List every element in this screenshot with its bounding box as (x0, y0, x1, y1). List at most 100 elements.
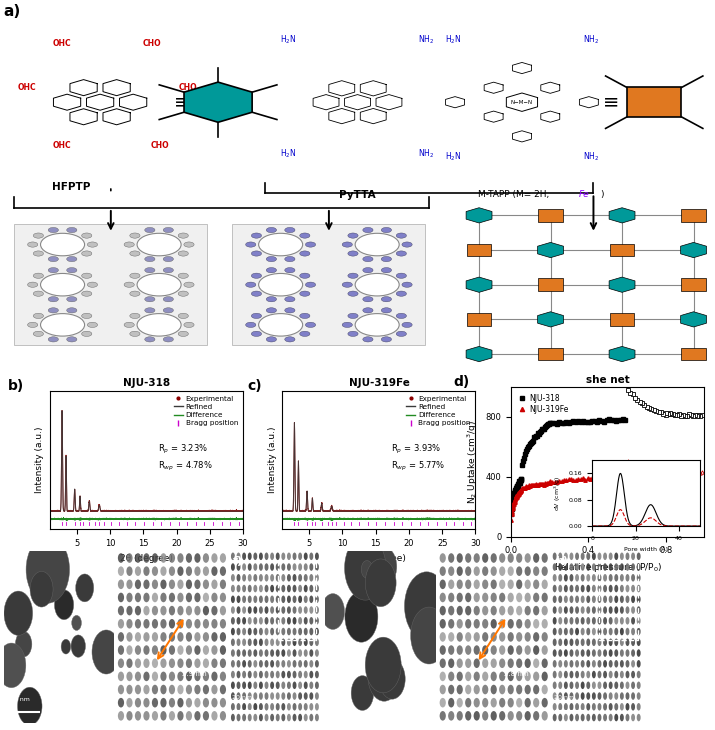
Circle shape (118, 698, 124, 707)
Circle shape (282, 553, 285, 560)
Text: OHC: OHC (17, 83, 36, 92)
Circle shape (457, 632, 463, 642)
Circle shape (508, 619, 514, 629)
Circle shape (135, 632, 141, 642)
NJU-319Fe (576, 474, 585, 483)
Circle shape (152, 553, 158, 563)
Circle shape (440, 593, 446, 602)
Circle shape (282, 692, 285, 700)
Circle shape (220, 632, 226, 642)
Circle shape (127, 593, 132, 602)
Circle shape (348, 291, 358, 296)
Circle shape (242, 692, 246, 700)
Circle shape (533, 698, 539, 707)
Circle shape (66, 256, 77, 261)
Circle shape (292, 660, 297, 667)
Circle shape (363, 228, 373, 233)
Circle shape (620, 639, 623, 646)
Text: NH$_2$: NH$_2$ (583, 34, 599, 47)
Circle shape (246, 322, 256, 328)
Circle shape (276, 628, 280, 635)
Circle shape (626, 639, 629, 646)
Text: h): h) (555, 556, 568, 566)
Circle shape (631, 628, 635, 635)
Circle shape (315, 660, 319, 667)
Circle shape (152, 619, 158, 629)
Circle shape (266, 256, 277, 261)
Circle shape (558, 649, 562, 657)
Circle shape (637, 671, 641, 678)
Legend: NJU-318, NJU-319Fe: NJU-318, NJU-319Fe (515, 391, 571, 417)
Circle shape (298, 703, 302, 710)
Circle shape (592, 564, 596, 571)
Circle shape (220, 619, 226, 629)
Circle shape (448, 711, 454, 721)
Circle shape (220, 566, 226, 576)
Circle shape (608, 703, 613, 710)
Bar (277, 561, 316, 640)
Circle shape (298, 628, 302, 635)
Title: NJU-318: NJU-318 (123, 378, 170, 388)
Circle shape (516, 685, 522, 694)
Circle shape (553, 564, 556, 571)
Circle shape (237, 617, 240, 625)
Circle shape (305, 322, 315, 328)
Circle shape (490, 685, 497, 694)
Circle shape (304, 585, 307, 592)
Circle shape (631, 585, 635, 592)
Circle shape (177, 632, 184, 642)
Circle shape (48, 268, 59, 273)
Circle shape (253, 574, 257, 582)
Circle shape (569, 585, 573, 592)
Circle shape (285, 337, 295, 342)
Circle shape (177, 566, 184, 576)
Circle shape (626, 574, 629, 582)
Circle shape (569, 649, 573, 657)
Circle shape (603, 671, 607, 678)
Circle shape (620, 553, 623, 560)
Circle shape (118, 645, 124, 655)
Circle shape (575, 553, 579, 560)
Circle shape (298, 607, 302, 614)
Circle shape (558, 596, 562, 603)
Circle shape (533, 606, 539, 615)
Circle shape (160, 619, 167, 629)
NJU-318 (576, 418, 585, 427)
Circle shape (575, 585, 579, 592)
Text: 20 nm: 20 nm (554, 696, 573, 700)
Circle shape (82, 313, 92, 318)
Circle shape (533, 553, 539, 563)
Circle shape (499, 566, 506, 576)
Circle shape (558, 703, 562, 710)
Circle shape (186, 619, 192, 629)
Circle shape (252, 313, 262, 318)
Circle shape (92, 630, 120, 674)
Circle shape (152, 580, 158, 589)
Circle shape (598, 585, 601, 592)
Circle shape (220, 698, 226, 707)
Circle shape (152, 632, 158, 642)
Circle shape (626, 714, 629, 721)
Circle shape (270, 585, 274, 592)
Circle shape (160, 566, 167, 576)
Circle shape (242, 649, 246, 657)
Circle shape (66, 296, 77, 301)
Polygon shape (609, 347, 635, 361)
Circle shape (603, 692, 607, 700)
Circle shape (87, 322, 97, 328)
Circle shape (237, 574, 240, 582)
Circle shape (270, 639, 274, 646)
Circle shape (508, 593, 514, 602)
Circle shape (541, 580, 548, 589)
Circle shape (575, 564, 579, 571)
Circle shape (28, 242, 38, 247)
Circle shape (66, 308, 77, 313)
Circle shape (82, 251, 92, 256)
Circle shape (212, 606, 217, 615)
Circle shape (203, 619, 209, 629)
Circle shape (575, 714, 579, 721)
Circle shape (637, 714, 641, 721)
Circle shape (212, 672, 217, 681)
Circle shape (608, 574, 613, 582)
Circle shape (614, 660, 618, 667)
